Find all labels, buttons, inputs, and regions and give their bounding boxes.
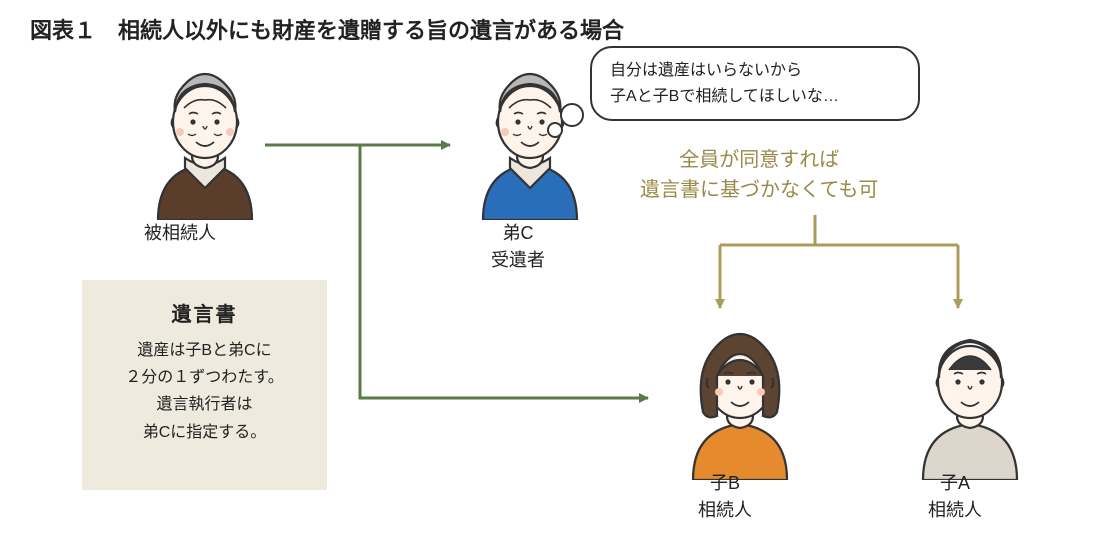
label-deceased: 被相続人 <box>125 220 235 247</box>
thought-bubble-dot-2 <box>547 122 563 138</box>
will-title: 遺言書 <box>92 298 317 327</box>
agreement-note: 全員が同意すれば遺言書に基づかなくても可 <box>640 145 878 205</box>
thought-bubble: 自分は遺産はいらないから子Aと子Bで相続してほしいな… <box>590 46 920 121</box>
will-document-box: 遺言書 遺産は子Bと弟Cに２分の１ずつわたす。遺言執行者は弟Cに指定する。 <box>82 280 327 490</box>
will-body: 遺産は子Bと弟Cに２分の１ずつわたす。遺言執行者は弟Cに指定する。 <box>92 337 317 446</box>
label-child-a: 子A相続人 <box>900 470 1010 524</box>
label-brother-c: 弟C受遺者 <box>463 220 573 274</box>
figure-title: 図表１ 相続人以外にも財産を遺贈する旨の遺言がある場合 <box>30 14 624 47</box>
thought-bubble-dot-1 <box>560 103 584 127</box>
label-child-b: 子B相続人 <box>670 470 780 524</box>
